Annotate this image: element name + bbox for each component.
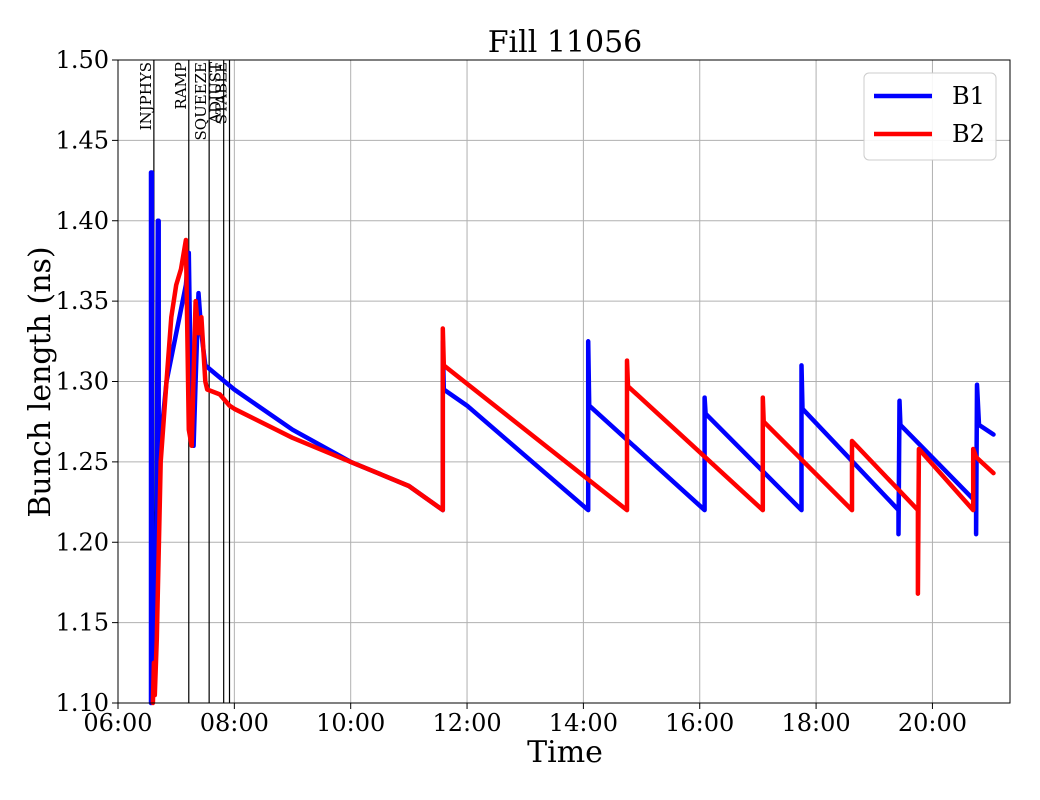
y-tick-label: 1.45 [56, 126, 109, 154]
x-tick-label: 12:00 [432, 709, 501, 737]
x-tick-label: 16:00 [665, 709, 734, 737]
y-tick-label: 1.50 [56, 46, 109, 74]
x-axis-ticks: 06:00 08:00 10:00 12:00 14:00 16:00 18:00 20:00 [83, 703, 967, 737]
data-series [148, 170, 996, 706]
x-tick-label: 20:00 [898, 709, 967, 737]
phase-label-squeeze: SQUEEZE [192, 62, 210, 141]
phase-label-adjust: ADJUST [207, 62, 225, 125]
x-tick-label: 18:00 [782, 709, 851, 737]
phase-label-stable: STABLE [213, 62, 231, 124]
x-tick-label: 06:00 [83, 709, 152, 737]
y-tick-label: 1.30 [56, 368, 109, 396]
x-tick-label: 08:00 [200, 709, 269, 737]
legend-label-b1: B1 [952, 82, 985, 110]
phase-label-injphys: INJPHYS [137, 62, 155, 130]
y-tick-label: 1.20 [56, 528, 109, 556]
chart-title: Fill 11056 [488, 25, 643, 60]
x-axis-title: Time [527, 735, 603, 770]
x-tick-label: 10:00 [316, 709, 385, 737]
y-tick-label: 1.40 [56, 207, 109, 235]
y-tick-label: 1.25 [56, 448, 109, 476]
phase-label-ramp: RAMP [172, 62, 190, 110]
series-line-b2 [150, 237, 996, 706]
y-tick-label: 1.15 [56, 609, 109, 637]
series-line-b1 [148, 170, 996, 706]
x-tick-label: 14:00 [549, 709, 618, 737]
y-axis-title: Bunch length (ns) [23, 246, 58, 517]
y-axis-ticks: 1.10 1.15 1.20 1.25 1.30 1.35 1.40 1.45 1.50 [56, 46, 118, 717]
y-tick-label: 1.35 [56, 287, 109, 315]
y-tick-label: 1.10 [56, 689, 109, 717]
legend-label-b2: B2 [952, 120, 985, 148]
